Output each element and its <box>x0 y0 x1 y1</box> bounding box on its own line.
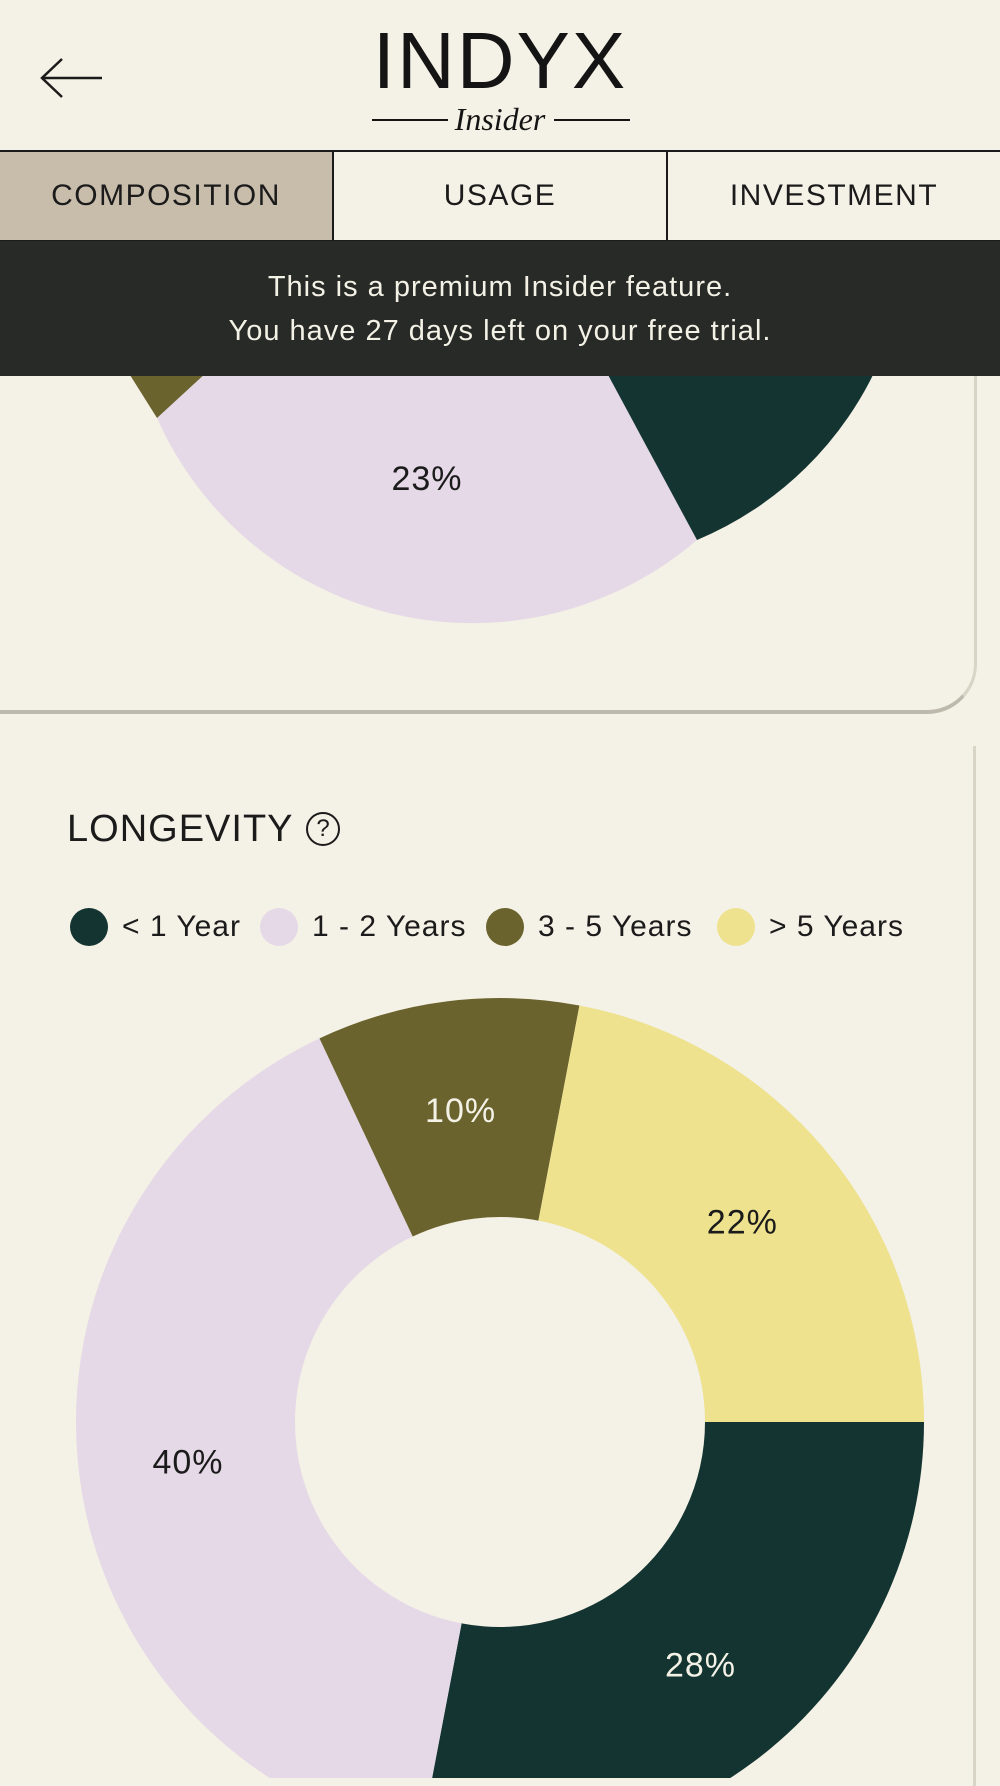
tab-bar: COMPOSITION USAGE INVESTMENT <box>0 152 1000 242</box>
donut-label-3-5y: 10% <box>425 1092 496 1130</box>
legend-swatch <box>486 908 524 946</box>
question-circle-icon[interactable]: ? <box>306 812 340 846</box>
donut-slice-lt1y <box>432 1422 924 1778</box>
indyx-insider-logo: INDYX Insider <box>370 16 630 137</box>
legend-swatch <box>260 908 298 946</box>
legend-swatch <box>717 908 755 946</box>
app-header: INDYX Insider <box>0 0 1000 152</box>
legend-label: < 1 Year <box>122 910 241 943</box>
logo-subtitle-text: Insider <box>454 101 546 137</box>
banner-line-2: You have 27 days left on your free trial… <box>228 315 772 347</box>
previous-chart-card <box>0 250 977 714</box>
prev-slice-lavender <box>157 360 697 624</box>
logo-wordmark: INDYX <box>372 16 628 105</box>
legend-label: 3 - 5 Years <box>538 910 693 943</box>
back-button[interactable] <box>38 55 108 101</box>
donut-slice-1-2y <box>76 1038 462 1778</box>
logo-subtitle: Insider <box>370 101 630 137</box>
banner-line-1: This is a premium Insider feature. <box>267 271 733 303</box>
legend-label: 1 - 2 Years <box>312 910 467 943</box>
longevity-title: LONGEVITY <box>67 808 294 850</box>
donut-label-lt1y: 28% <box>665 1646 736 1684</box>
tab-usage[interactable]: USAGE <box>334 152 668 240</box>
longevity-card-edge <box>973 746 976 1786</box>
prev-slice-dark <box>600 360 880 540</box>
legend-swatch <box>70 908 108 946</box>
arrow-left-icon <box>40 58 102 98</box>
prev-slice-label: 23% <box>391 460 462 498</box>
donut-slice-3-5y <box>319 998 580 1237</box>
tab-investment[interactable]: INVESTMENT <box>668 152 1000 240</box>
donut-slice-gt5y <box>538 1005 924 1422</box>
longevity-donut-chart: 28% 40% 10% 22% <box>76 998 924 1778</box>
tab-composition[interactable]: COMPOSITION <box>0 152 334 240</box>
donut-label-1-2y: 40% <box>152 1443 223 1481</box>
premium-trial-banner: This is a premium Insider feature. You h… <box>0 241 1000 376</box>
legend-label: > 5 Years <box>769 910 904 943</box>
donut-label-gt5y: 22% <box>707 1204 778 1242</box>
